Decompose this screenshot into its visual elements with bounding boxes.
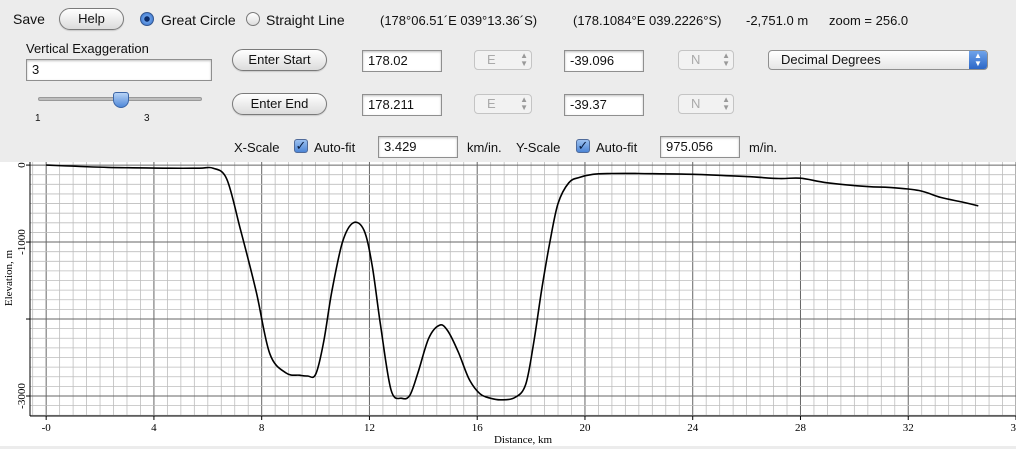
cursor-decimal-readout: (178.1084°E 039.2226°S)	[573, 13, 721, 28]
x-tick-label: 12	[364, 422, 375, 434]
x-scale-label: X-Scale	[234, 140, 280, 155]
x-axis-title: Distance, km	[494, 434, 552, 446]
great-circle-label: Great Circle	[161, 12, 236, 28]
straight-line-label: Straight Line	[266, 12, 345, 28]
stepper-arrows-icon: ▲▼	[520, 52, 528, 68]
x-tick-label: 24	[687, 422, 699, 434]
x-tick-label: 4	[151, 422, 157, 434]
x-tick-label: 20	[579, 422, 591, 434]
coordinate-format-select[interactable]: Decimal Degrees ▲▼	[768, 50, 988, 70]
elevation-profile-svg: -0 4 8 12 16 20 24 28 32 36 0 -1000 -3000 Distance, …	[0, 162, 1016, 446]
end-latitude-input[interactable]: -39.37	[564, 94, 644, 116]
stepper-arrows-icon: ▲▼	[722, 96, 730, 112]
x-tick-label: 36	[1011, 422, 1016, 434]
enter-end-button[interactable]: Enter End	[232, 93, 327, 115]
y-scale-label: Y-Scale	[516, 140, 560, 155]
x-tick-label: 16	[472, 422, 484, 434]
vertical-exaggeration-label: Vertical Exaggeration	[26, 41, 149, 56]
x-scale-input[interactable]: 3.429	[378, 136, 458, 158]
exaggeration-slider-knob[interactable]	[113, 92, 129, 108]
straight-line-radio[interactable]	[246, 12, 260, 26]
slider-min-label: 1	[35, 113, 41, 124]
save-button[interactable]: Save	[13, 11, 45, 27]
stepper-arrows-icon: ▲▼	[520, 96, 528, 112]
elevation-profile-line	[46, 165, 978, 400]
start-longitude-hemisphere-stepper[interactable]: E ▲▼	[474, 50, 532, 70]
x-tick-label: -0	[42, 422, 52, 434]
end-latitude-hemisphere-stepper[interactable]: N ▲▼	[678, 94, 734, 114]
y-autofit-label: Auto-fit	[596, 140, 637, 155]
y-autofit-checkbox[interactable]: ✓	[576, 139, 590, 153]
end-longitude-hemisphere-stepper[interactable]: E ▲▼	[474, 94, 532, 114]
x-tick-label: 28	[795, 422, 807, 434]
y-scale-input[interactable]: 975.056	[660, 136, 740, 158]
stepper-arrows-icon: ▲▼	[722, 52, 730, 68]
start-latitude-input[interactable]: -39.096	[564, 50, 644, 72]
x-autofit-label: Auto-fit	[314, 140, 355, 155]
start-longitude-hemisphere-value: E	[487, 52, 496, 67]
y-tick-label: 0	[16, 162, 28, 168]
start-latitude-hemisphere-value: N	[691, 52, 700, 67]
cursor-elevation-readout: -2,751.0 m	[746, 13, 808, 28]
slider-value-label: 3	[144, 113, 150, 124]
y-tick-label: -1000	[16, 229, 28, 255]
end-latitude-hemisphere-value: N	[691, 96, 700, 111]
coordinate-format-value: Decimal Degrees	[781, 52, 881, 67]
vertical-exaggeration-input[interactable]: 3	[26, 59, 212, 81]
enter-start-button[interactable]: Enter Start	[232, 49, 327, 71]
y-axis-title: Elevation, m	[3, 249, 15, 306]
cursor-dms-readout: (178°06.51´E 039°13.36´S)	[380, 13, 537, 28]
end-longitude-input[interactable]: 178.211	[362, 94, 442, 116]
start-longitude-input[interactable]: 178.02	[362, 50, 442, 72]
great-circle-radio[interactable]	[140, 12, 154, 26]
start-latitude-hemisphere-stepper[interactable]: N ▲▼	[678, 50, 734, 70]
select-arrows-icon: ▲▼	[969, 51, 987, 69]
help-button[interactable]: Help	[59, 8, 124, 30]
x-tick-label: 32	[903, 422, 914, 434]
x-autofit-checkbox[interactable]: ✓	[294, 139, 308, 153]
x-scale-unit: km/in.	[467, 140, 502, 155]
zoom-readout: zoom = 256.0	[829, 13, 908, 28]
y-scale-unit: m/in.	[749, 140, 777, 155]
y-tick-label: -3000	[16, 383, 28, 409]
end-longitude-hemisphere-value: E	[487, 96, 496, 111]
x-tick-label: 8	[259, 422, 265, 434]
elevation-profile-chart[interactable]: -0 4 8 12 16 20 24 28 32 36 0 -1000 -3000 Distance, …	[0, 162, 1016, 446]
